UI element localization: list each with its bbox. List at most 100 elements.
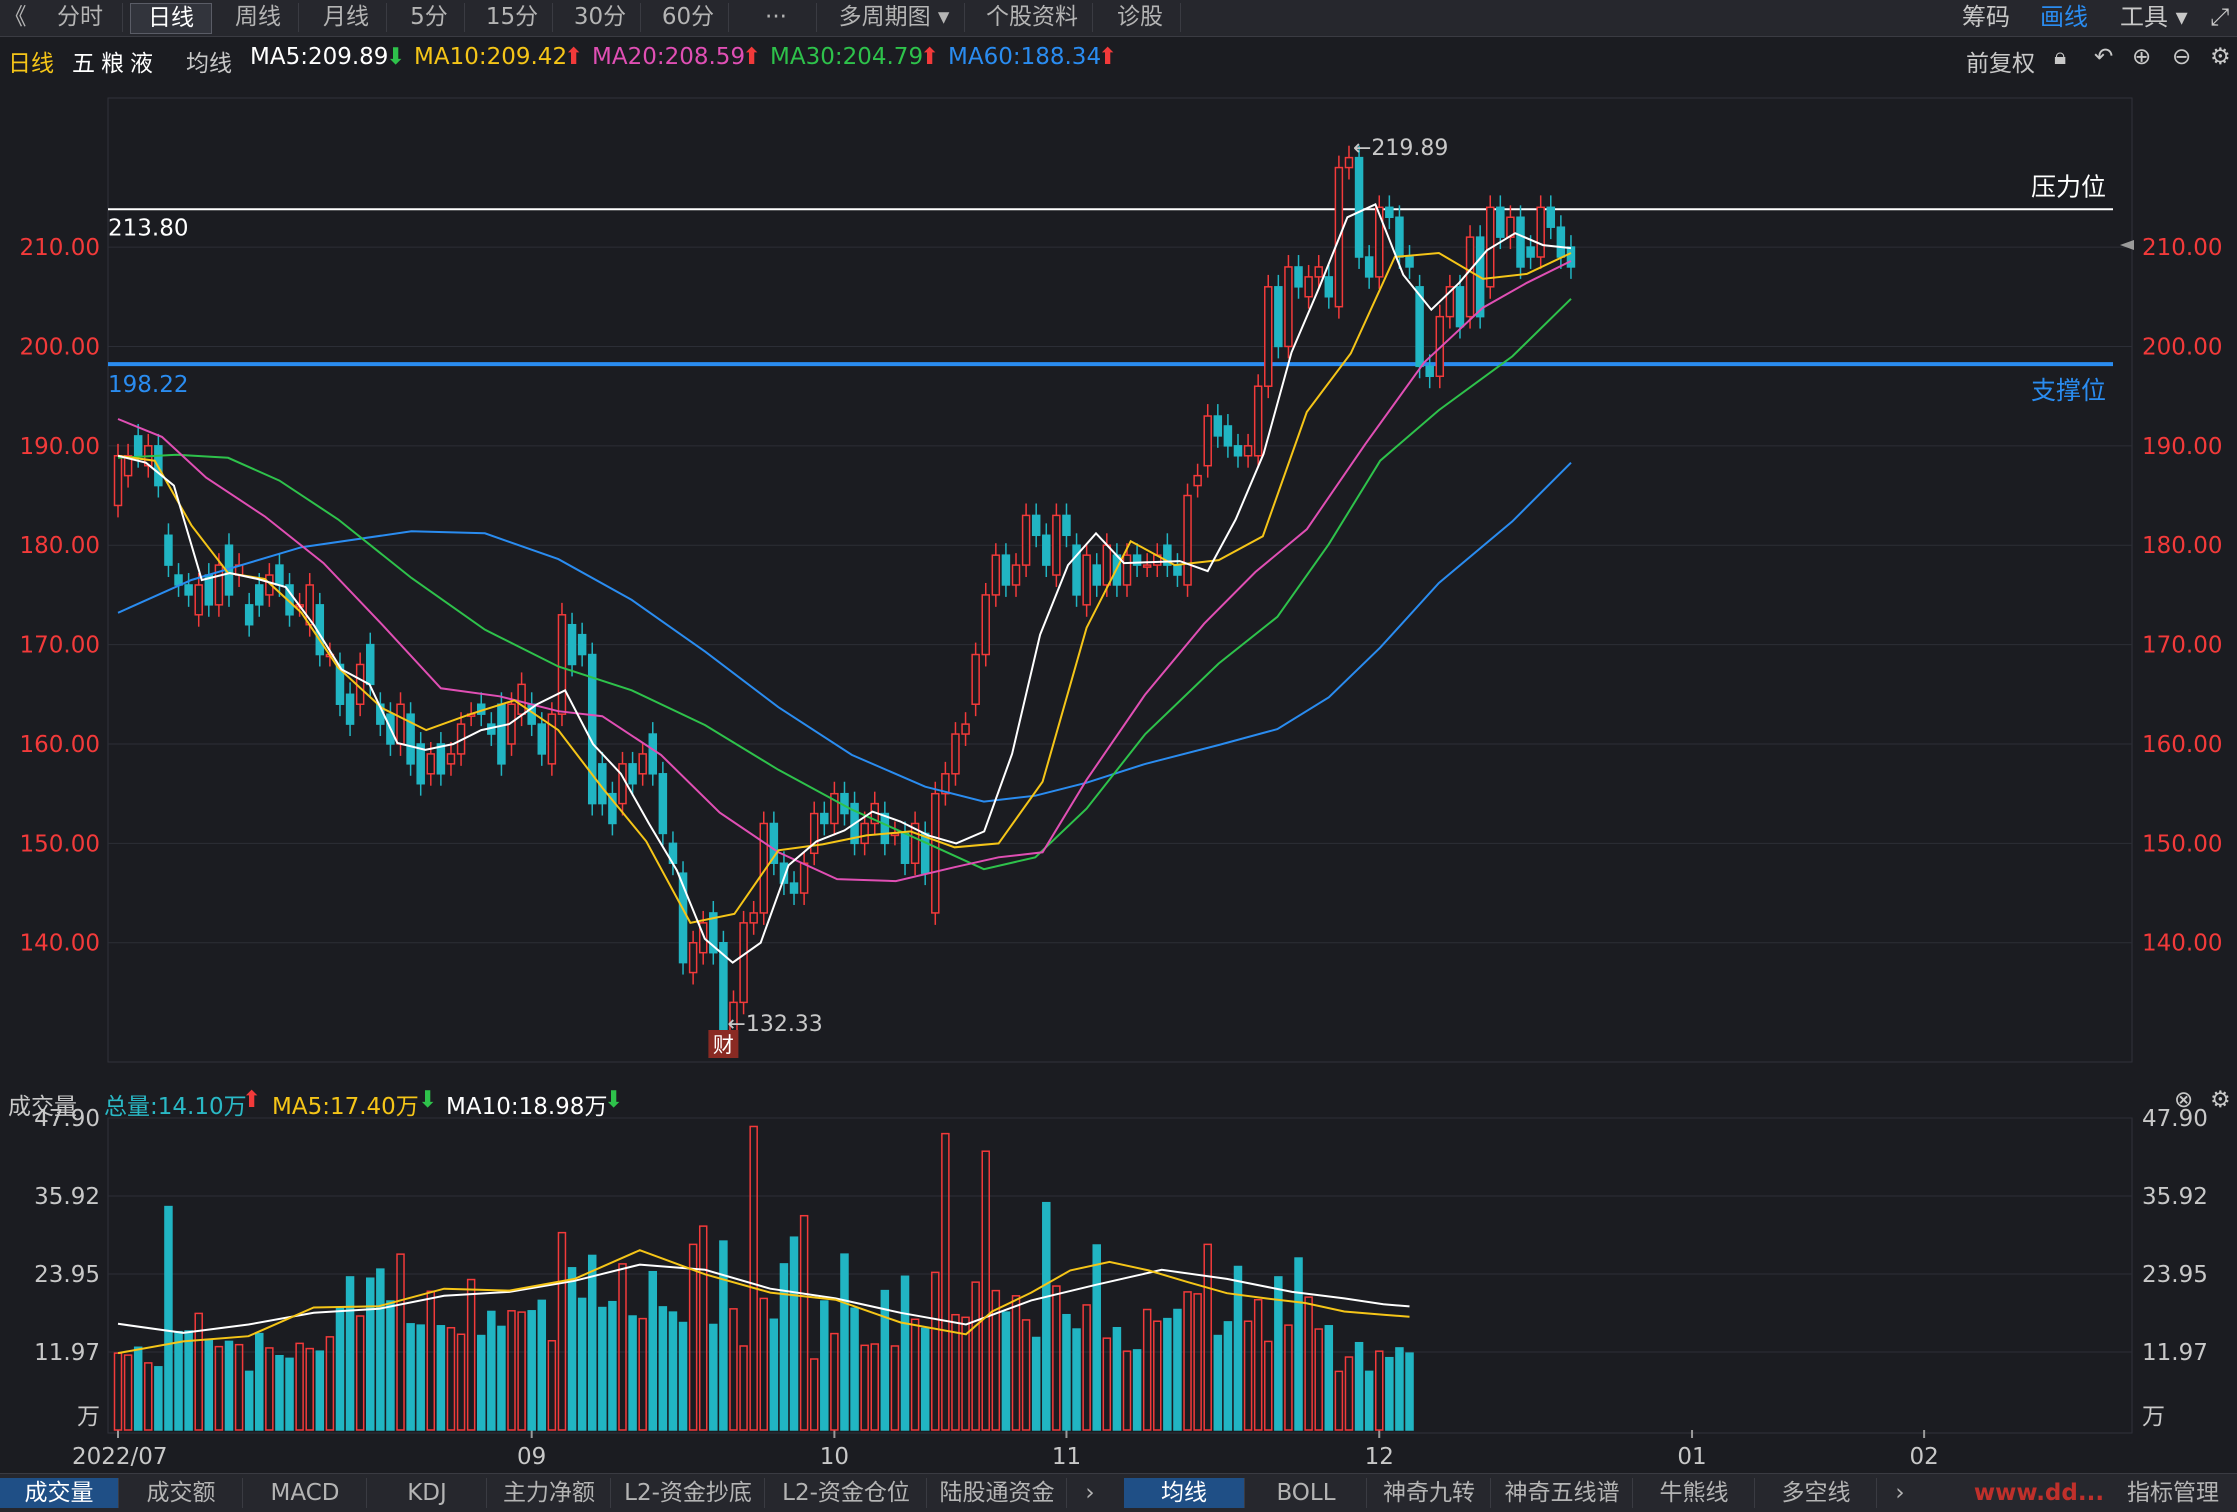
candle (1213, 404, 1223, 448)
volume-bar (1173, 1308, 1182, 1431)
zoom-out-icon[interactable]: ⊖ (2172, 44, 2192, 70)
candle (1223, 414, 1233, 458)
zoom-in-icon[interactable]: ⊕ (2132, 44, 2152, 70)
candle (1183, 483, 1192, 597)
candle-body (648, 733, 658, 775)
volume-bar (1102, 1337, 1112, 1431)
price-panel[interactable] (107, 97, 2133, 1063)
volume-bar (729, 1308, 738, 1431)
volume-bars[interactable] (113, 1125, 1414, 1431)
candle (1031, 503, 1041, 548)
volume-settings-icon[interactable]: ⚙ (2210, 1087, 2231, 1113)
expand-icon[interactable]: ⤢ (2210, 3, 2230, 31)
gear-icon[interactable]: ⚙ (2210, 44, 2231, 70)
candle (749, 901, 758, 935)
next-left-tabs-icon[interactable]: › (1085, 1480, 1095, 1506)
volume-bar (698, 1225, 708, 1431)
candle-body (971, 653, 980, 705)
volume-bar (628, 1315, 637, 1431)
volume-bar (981, 1150, 990, 1431)
price-tick-right: 140.00 (2142, 931, 2222, 957)
tab-30min[interactable]: 30分 (560, 3, 641, 32)
volume-bar (305, 1347, 314, 1431)
volume-bar (880, 1289, 890, 1431)
tab-15min[interactable]: 15分 (472, 3, 553, 32)
tab-volume[interactable]: 成交量 (0, 1478, 119, 1508)
tab-main-net[interactable]: 主力净额 (488, 1478, 611, 1508)
candle-body (1496, 206, 1505, 238)
stock-profile-button[interactable]: 个股资料 (972, 3, 1093, 32)
tab-weekly[interactable]: 周线 (218, 3, 299, 32)
indicator-manage-button[interactable]: 指标管理 (2127, 1480, 2219, 1506)
tab-macd[interactable]: MACD (244, 1478, 367, 1508)
back-icon[interactable]: 《 (3, 4, 27, 30)
candle (244, 592, 254, 637)
tab-5min[interactable]: 5分 (394, 3, 465, 32)
volume-bar (769, 1318, 779, 1431)
price-tick-left: 200.00 (20, 334, 100, 360)
candlestick-series[interactable] (113, 145, 1576, 1055)
tab-monthly[interactable]: 月线 (306, 3, 387, 32)
diagnose-button[interactable]: 诊股 (1100, 3, 1181, 32)
candle-body (739, 922, 748, 1004)
price-tick-left: 190.00 (20, 434, 100, 460)
candle-body (1445, 286, 1455, 318)
volume-bar (1324, 1325, 1334, 1431)
volume-title: 成交量 (8, 1094, 77, 1120)
tab-l2-position[interactable]: L2-资金仓位 (766, 1478, 927, 1508)
price-tick-right: 190.00 (2142, 434, 2222, 460)
tab-boll[interactable]: BOLL (1246, 1478, 1367, 1508)
volume-bar (951, 1313, 960, 1431)
volume-tick-left: 11.97 (34, 1340, 100, 1366)
indicator-name[interactable]: 均线 (186, 51, 232, 77)
chip-distribution-button[interactable]: 筹码 (1962, 3, 2010, 31)
tab-bull-bear[interactable]: 牛熊线 (1634, 1478, 1755, 1508)
tab-l2-bottom-fishing[interactable]: L2-资金抄底 (612, 1478, 765, 1508)
price-tick-left: 140.00 (20, 931, 100, 957)
candle (557, 602, 567, 727)
date-tick-label: 2022/07 (72, 1444, 168, 1470)
candle (618, 751, 627, 816)
multi-period-dropdown[interactable]: 多周期图 ▾ (824, 3, 965, 32)
tab-daily[interactable]: 日线 (130, 3, 212, 34)
lock-icon[interactable]: 🔒︎ (2054, 44, 2067, 70)
close-volume-panel-icon[interactable]: ⊗ (2174, 1087, 2194, 1113)
candle (961, 712, 970, 746)
earnings-badge[interactable]: 财 (708, 1030, 739, 1058)
candle (1203, 404, 1212, 478)
candle-body (396, 703, 405, 745)
current-price-pointer-icon (2120, 240, 2134, 250)
candle-body (1042, 534, 1051, 566)
undo-icon[interactable]: ↶ (2094, 44, 2114, 70)
candle-body (1435, 315, 1445, 378)
tab-ma[interactable]: 均线 (1124, 1478, 1245, 1508)
tab-magic-five[interactable]: 神奇五线谱 (1492, 1478, 1633, 1508)
candle-body (759, 822, 769, 914)
volume-bar (1072, 1328, 1081, 1431)
tools-dropdown[interactable]: 工具 ▾ (2120, 3, 2188, 31)
tab-long-short[interactable]: 多空线 (1756, 1478, 1877, 1508)
candle (1354, 145, 1364, 269)
resistance-label: 压力位 (2031, 172, 2106, 201)
price-tick-right: 160.00 (2142, 732, 2222, 758)
volume-bar (164, 1205, 173, 1431)
next-right-tabs-icon[interactable]: › (1895, 1480, 1905, 1506)
tab-magic-nine[interactable]: 神奇九转 (1368, 1478, 1491, 1508)
price-adjust-selector[interactable]: 前复权 (1966, 51, 2035, 77)
more-periods-button[interactable]: ··· (736, 3, 817, 32)
volume-bar (1112, 1326, 1122, 1431)
candle (184, 573, 193, 607)
candle (1072, 533, 1081, 607)
drawing-tools-button[interactable]: 画线 (2040, 3, 2088, 31)
tab-northbound[interactable]: 陆股通资金 (928, 1478, 1067, 1508)
candle-body (497, 703, 506, 765)
candle (1092, 553, 1101, 597)
tab-kdj[interactable]: KDJ (368, 1478, 487, 1508)
volume-bar (244, 1370, 254, 1431)
volume-bar (547, 1340, 557, 1431)
tab-minute[interactable]: 分时 (38, 3, 123, 32)
tab-turnover[interactable]: 成交额 (120, 1478, 243, 1508)
tab-60min[interactable]: 60分 (648, 3, 729, 32)
total-volume-arrow-icon: ⬆ (242, 1087, 262, 1113)
